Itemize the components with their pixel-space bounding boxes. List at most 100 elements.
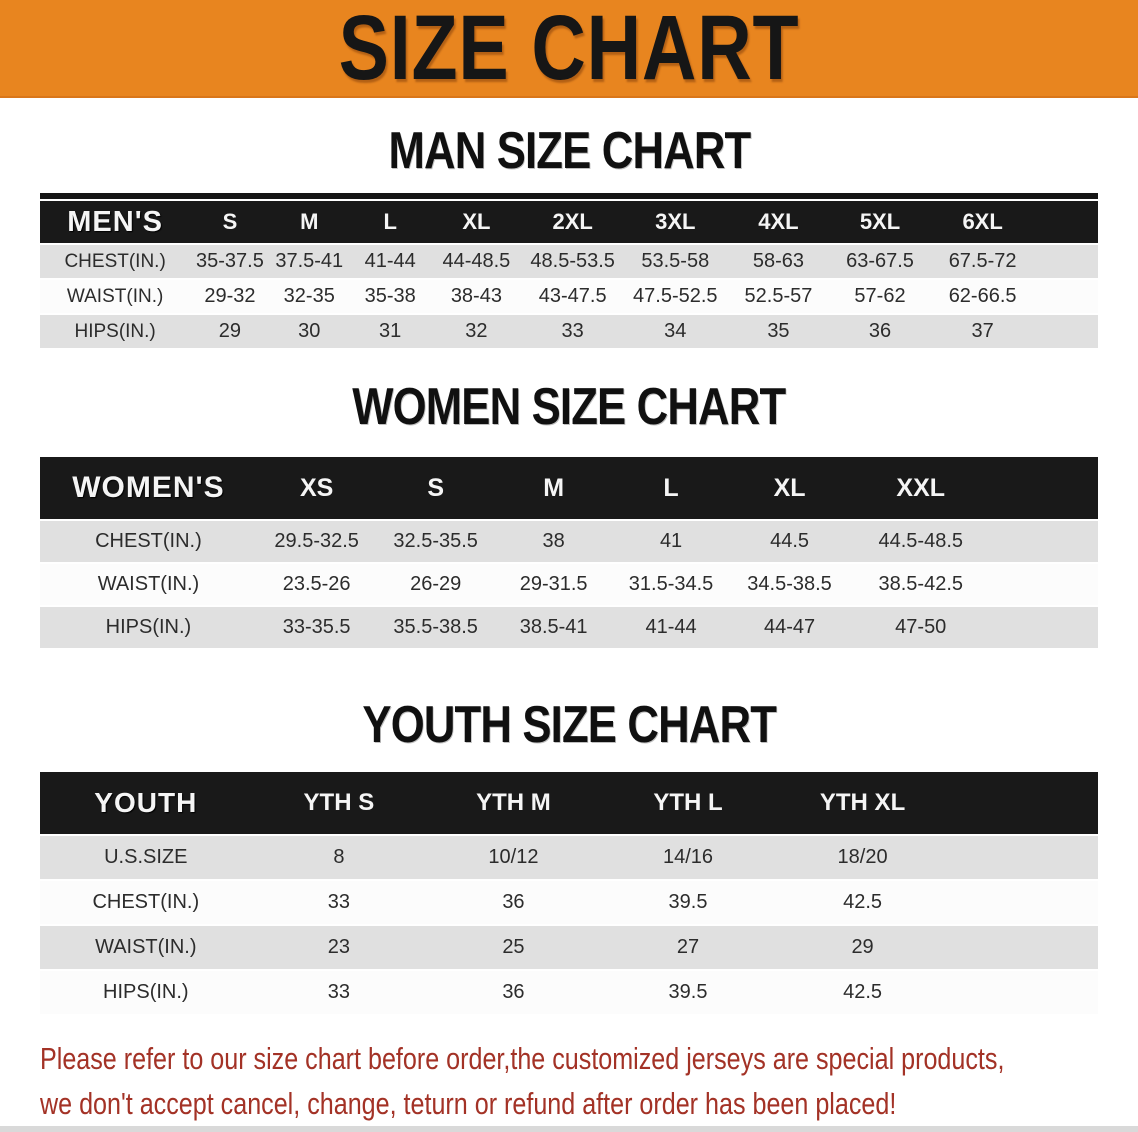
men-size-table: MEN'S S M L XL 2XL 3XL 4XL 5XL 6XL CHEST(IN.) 35-37… xyxy=(40,199,1098,350)
measurement-value-cell: 53.5-58 xyxy=(623,245,727,278)
size-column-header: 3XL xyxy=(623,201,727,243)
table-row: WAIST(IN.) 29-32 32-35 35-38 38-43 43-47.5 47.… xyxy=(40,280,1098,313)
size-column-header: XL xyxy=(729,457,850,519)
measurement-value-cell: 33 xyxy=(251,971,427,1014)
row-spacer xyxy=(949,926,1098,969)
youth-section-title-text: YOUTH SIZE CHART xyxy=(362,696,777,754)
measurement-value-cell: 29-31.5 xyxy=(494,564,613,605)
table-row: CHEST(IN.) 29.5-32.5 32.5-35.5 38 41 44.5 44.5… xyxy=(40,521,1098,562)
size-column-header: YTH L xyxy=(600,772,776,834)
measurement-value-cell: 30 xyxy=(269,315,349,348)
table-corner-label: YOUTH xyxy=(40,772,252,834)
measurement-value-cell: 38.5-42.5 xyxy=(849,564,993,605)
women-section-title-text: WOMEN SIZE CHART xyxy=(352,378,786,436)
measurement-row-label: WAIST(IN.) xyxy=(40,564,257,605)
table-row: WAIST(IN.) 23 25 27 29 xyxy=(40,926,1098,969)
measurement-value-cell: 34.5-38.5 xyxy=(729,564,850,605)
measurement-value-cell: 47.5-52.5 xyxy=(623,280,727,313)
size-column-header: M xyxy=(269,201,349,243)
measurement-value-cell: 32-35 xyxy=(269,280,349,313)
measurement-value-cell: 36 xyxy=(426,881,601,924)
measurement-value-cell: 23.5-26 xyxy=(256,564,377,605)
banner-title: SIZE CHART xyxy=(338,0,800,99)
banner: SIZE CHART xyxy=(0,0,1138,98)
size-column-header: 5XL xyxy=(830,201,930,243)
measurement-value-cell: 44.5 xyxy=(729,521,850,562)
measurement-value-cell: 42.5 xyxy=(775,971,950,1014)
measurement-row-label: U.S.SIZE xyxy=(40,836,252,879)
youth-size-table: YOUTH YTH S YTH M YTH L YTH XL U.S.SIZE 8 10/12… xyxy=(40,770,1098,1016)
table-header-row: WOMEN'S XS S M L XL XXL xyxy=(40,457,1098,519)
measurement-row-label: HIPS(IN.) xyxy=(40,607,257,648)
measurement-row-label: CHEST(IN.) xyxy=(40,521,257,562)
women-section-title: WOMEN SIZE CHART xyxy=(0,380,1138,434)
size-column-header: YTH S xyxy=(251,772,427,834)
measurement-value-cell: 41 xyxy=(612,521,730,562)
size-column-header: M xyxy=(494,457,613,519)
measurement-value-cell: 18/20 xyxy=(775,836,950,879)
row-spacer xyxy=(949,971,1098,1014)
size-column-header: XXL xyxy=(849,457,993,519)
measurement-value-cell: 29.5-32.5 xyxy=(256,521,377,562)
size-column-header: 2XL xyxy=(521,201,624,243)
row-spacer xyxy=(1035,315,1098,348)
measurement-value-cell: 35-38 xyxy=(348,280,432,313)
table-header-row: YOUTH YTH S YTH M YTH L YTH XL xyxy=(40,772,1098,834)
men-section-title: MAN SIZE CHART xyxy=(0,124,1138,178)
measurement-value-cell: 42.5 xyxy=(775,881,950,924)
youth-section-title: YOUTH SIZE CHART xyxy=(0,698,1138,752)
measurement-value-cell: 52.5-57 xyxy=(726,280,831,313)
row-spacer xyxy=(1035,280,1098,313)
measurement-row-label: HIPS(IN.) xyxy=(40,315,191,348)
table-row: HIPS(IN.) 29 30 31 32 33 34 35 36 37 xyxy=(40,315,1098,348)
measurement-row-label: HIPS(IN.) xyxy=(40,971,252,1014)
measurement-value-cell: 63-67.5 xyxy=(830,245,930,278)
size-column-header: L xyxy=(612,457,730,519)
table-row: CHEST(IN.) 35-37.5 37.5-41 41-44 44-48.5 48.5… xyxy=(40,245,1098,278)
women-table-container: WOMEN'S XS S M L XL XXL CHEST(IN.) 29.5-32.5 32.5… xyxy=(40,455,1098,650)
size-column-header: 6XL xyxy=(929,201,1036,243)
measurement-value-cell: 35 xyxy=(726,315,831,348)
measurement-value-cell: 33 xyxy=(251,881,427,924)
table-row: WAIST(IN.) 23.5-26 26-29 29-31.5 31.5-34.5 34… xyxy=(40,564,1098,605)
men-section-title-text: MAN SIZE CHART xyxy=(388,122,751,180)
measurement-value-cell: 23 xyxy=(251,926,427,969)
size-column-header: 4XL xyxy=(726,201,831,243)
measurement-value-cell: 57-62 xyxy=(830,280,930,313)
men-table-container: MEN'S S M L XL 2XL 3XL 4XL 5XL 6XL CHEST(IN.) 35-37… xyxy=(40,193,1098,350)
measurement-value-cell: 34 xyxy=(623,315,727,348)
measurement-value-cell: 39.5 xyxy=(600,881,776,924)
measurement-value-cell: 38 xyxy=(494,521,613,562)
measurement-value-cell: 62-66.5 xyxy=(929,280,1036,313)
measurement-value-cell: 29-32 xyxy=(190,280,270,313)
table-header-row: MEN'S S M L XL 2XL 3XL 4XL 5XL 6XL xyxy=(40,201,1098,243)
measurement-value-cell: 29 xyxy=(775,926,950,969)
measurement-value-cell: 36 xyxy=(830,315,930,348)
measurement-value-cell: 8 xyxy=(251,836,427,879)
row-spacer xyxy=(992,607,1098,648)
header-spacer xyxy=(1035,201,1098,243)
measurement-value-cell: 25 xyxy=(426,926,601,969)
row-spacer xyxy=(992,521,1098,562)
table-row: HIPS(IN.) 33-35.5 35.5-38.5 38.5-41 41-44 44-… xyxy=(40,607,1098,648)
measurement-row-label: WAIST(IN.) xyxy=(40,280,191,313)
measurement-value-cell: 38-43 xyxy=(431,280,522,313)
measurement-row-label: WAIST(IN.) xyxy=(40,926,252,969)
measurement-value-cell: 27 xyxy=(600,926,776,969)
measurement-value-cell: 44.5-48.5 xyxy=(849,521,993,562)
header-spacer xyxy=(992,457,1098,519)
disclaimer-line-2: we don't accept cancel, change, teturn o… xyxy=(40,1086,897,1121)
measurement-row-label: CHEST(IN.) xyxy=(40,881,252,924)
measurement-value-cell: 33-35.5 xyxy=(256,607,377,648)
youth-table-container: YOUTH YTH S YTH M YTH L YTH XL U.S.SIZE 8 10/12… xyxy=(40,770,1098,1016)
disclaimer-line-1: Please refer to our size chart before or… xyxy=(40,1041,1005,1076)
size-column-header: S xyxy=(376,457,495,519)
row-spacer xyxy=(1035,245,1098,278)
measurement-value-cell: 37.5-41 xyxy=(269,245,349,278)
disclaimer: Please refer to our size chart before or… xyxy=(40,1036,1138,1126)
measurement-value-cell: 26-29 xyxy=(376,564,495,605)
measurement-value-cell: 39.5 xyxy=(600,971,776,1014)
measurement-value-cell: 47-50 xyxy=(849,607,993,648)
measurement-value-cell: 14/16 xyxy=(600,836,776,879)
